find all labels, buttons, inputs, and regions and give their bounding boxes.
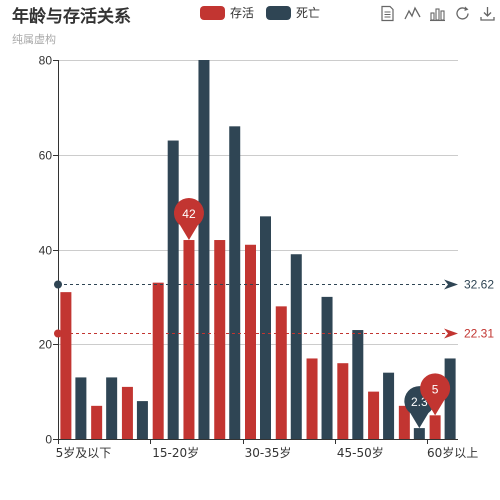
markline-label: 22.31	[464, 327, 494, 341]
bar-died	[260, 216, 271, 439]
markpoint-pin	[420, 373, 451, 416]
bar-died	[444, 358, 456, 439]
bar-died	[167, 140, 179, 439]
legend: 存活 死亡	[200, 4, 320, 21]
y-tick-label: 80	[39, 54, 53, 68]
bar-died	[229, 126, 241, 439]
bar-died	[383, 372, 395, 439]
legend-item-died[interactable]: 死亡	[266, 4, 320, 21]
y-tick-label: 60	[39, 149, 53, 163]
x-tick-label: 30-35岁	[245, 445, 292, 460]
markpoint-label: 5	[432, 382, 439, 396]
bar-survived	[245, 244, 256, 439]
bar-survived	[398, 405, 410, 439]
markline-arrow	[444, 328, 458, 339]
bar-chart-icon[interactable]	[429, 5, 446, 22]
bar-died	[321, 296, 333, 439]
save-image-icon[interactable]	[479, 5, 496, 22]
bar-died	[136, 401, 148, 439]
x-tick-label: 45-50岁	[337, 445, 384, 460]
toolbox	[379, 5, 496, 22]
x-tick-label: 5岁及以下	[56, 445, 112, 460]
bar-survived	[60, 292, 72, 439]
markline-arrow	[444, 279, 458, 290]
bar-died	[290, 254, 302, 439]
legend-swatch-survived	[200, 5, 225, 20]
y-tick-label: 40	[39, 244, 53, 258]
bar-survived	[275, 306, 287, 439]
bar-survived	[429, 415, 441, 439]
bar-died	[413, 428, 425, 439]
bar-survived	[91, 405, 103, 439]
bar-survived	[368, 391, 380, 439]
bar-died	[75, 377, 87, 439]
chart-subtitle: 纯属虚构	[12, 33, 56, 46]
bar-survived	[337, 363, 349, 439]
bar-died	[198, 60, 210, 439]
markpoint-label: 2.3	[411, 395, 428, 409]
x-tick-label: 60岁以上	[427, 445, 478, 460]
bar-died	[106, 377, 118, 439]
restore-icon[interactable]	[454, 5, 471, 22]
bar-died	[352, 330, 364, 439]
bar-survived	[214, 240, 226, 439]
markpoint-label: 42	[182, 207, 196, 221]
y-tick-label: 20	[39, 338, 53, 352]
markpoint-pin	[173, 198, 204, 241]
bar-survived	[183, 240, 195, 439]
bar-survived	[306, 358, 318, 439]
legend-item-survived[interactable]: 存活	[200, 4, 254, 21]
markline-label: 32.62	[464, 278, 494, 292]
chart-title: 年龄与存活关系	[12, 7, 131, 27]
data-view-icon[interactable]	[379, 5, 396, 22]
x-tick-label: 15-20岁	[152, 445, 199, 460]
bar-survived	[121, 386, 133, 439]
bar-survived	[152, 282, 164, 439]
legend-label-died: 死亡	[296, 6, 321, 20]
line-chart-icon[interactable]	[404, 5, 421, 22]
legend-swatch-died	[266, 5, 292, 20]
y-tick-label: 0	[45, 433, 52, 447]
legend-label-survived: 存活	[230, 6, 255, 20]
